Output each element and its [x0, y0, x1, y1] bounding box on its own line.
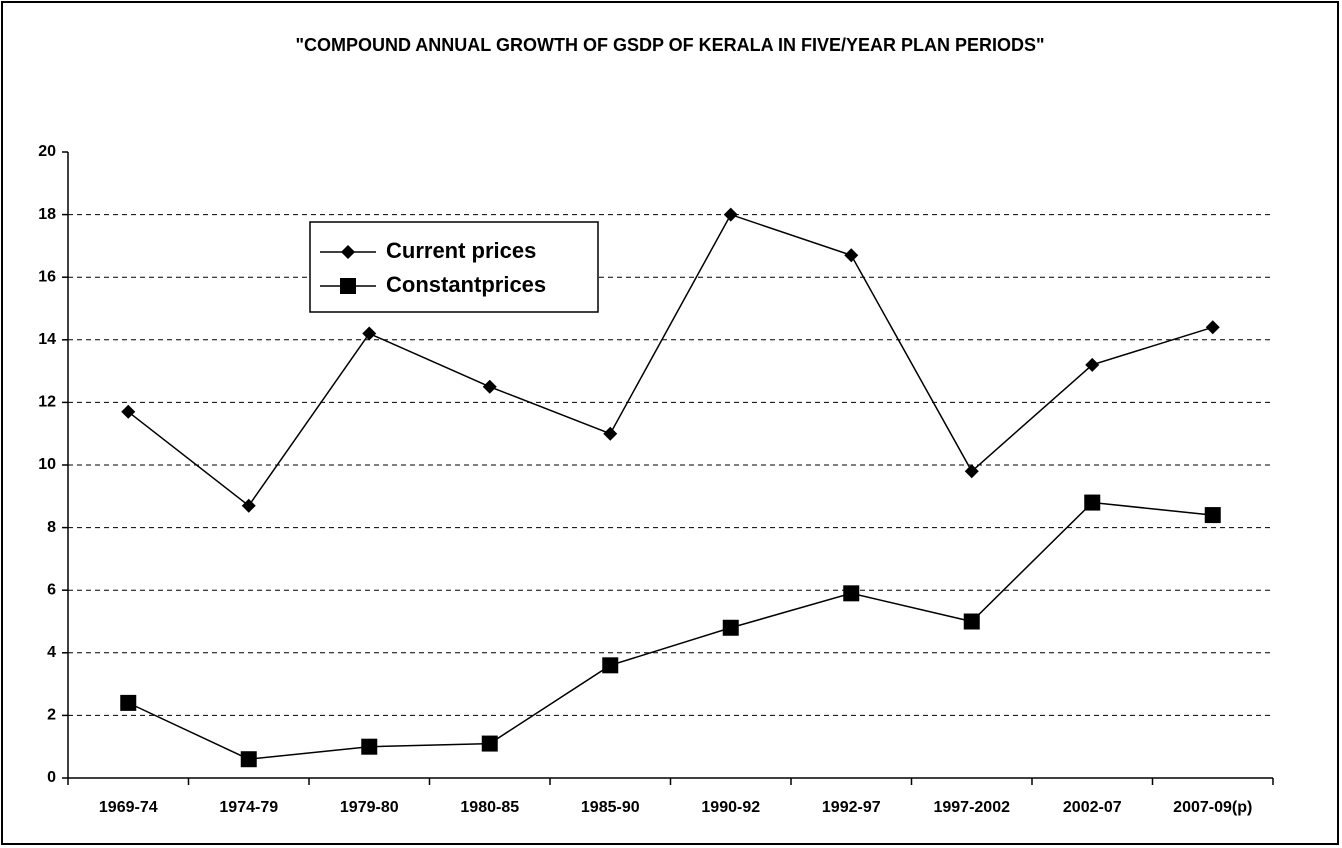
y-tick-label: 20	[38, 143, 56, 160]
marker	[362, 326, 377, 341]
marker	[1084, 494, 1101, 511]
legend-marker	[341, 245, 355, 259]
y-tick-label: 18	[38, 206, 56, 223]
marker	[1204, 507, 1221, 524]
marker	[603, 426, 618, 441]
marker	[844, 248, 859, 263]
x-tick-label: 1985-90	[581, 799, 640, 816]
y-tick-label: 10	[38, 456, 56, 473]
x-tick-label: 1992-97	[822, 799, 881, 816]
legend-label: Current prices	[386, 238, 536, 263]
marker	[602, 657, 619, 674]
y-tick-label: 12	[38, 394, 56, 411]
x-tick-label: 1979-80	[340, 799, 399, 816]
marker	[482, 379, 497, 394]
series-line	[127, 213, 1213, 507]
marker	[481, 735, 498, 752]
marker	[722, 619, 739, 636]
x-tick-label: 1969-74	[99, 799, 158, 816]
y-tick-label: 8	[47, 519, 56, 536]
series-line	[127, 501, 1213, 760]
marker	[843, 585, 860, 602]
marker	[1205, 320, 1220, 335]
x-tick-label: 1990-92	[701, 799, 760, 816]
y-tick-label: 6	[47, 581, 56, 598]
marker	[1085, 357, 1100, 372]
y-tick-label: 14	[38, 331, 56, 348]
x-tick-label: 1974-79	[219, 799, 278, 816]
marker	[241, 498, 256, 513]
y-tick-label: 2	[47, 707, 56, 724]
y-tick-label: 0	[47, 769, 56, 786]
marker	[723, 207, 738, 222]
chart-title: "COMPOUND ANNUAL GROWTH OF GSDP OF KERAL…	[295, 35, 1044, 55]
x-tick-label: 1980-85	[460, 799, 519, 816]
legend-label: Constantprices	[386, 272, 546, 297]
legend-marker	[340, 278, 356, 294]
marker	[361, 738, 378, 755]
x-tick-label: 2007-09(p)	[1173, 799, 1252, 816]
marker	[964, 464, 979, 479]
x-tick-label: 1997-2002	[933, 799, 1010, 816]
marker	[963, 613, 980, 630]
y-tick-label: 4	[47, 644, 56, 661]
marker	[121, 404, 136, 419]
marker	[240, 751, 257, 768]
x-tick-label: 2002-07	[1063, 799, 1122, 816]
y-tick-label: 16	[38, 268, 56, 285]
legend-box	[309, 221, 599, 313]
marker	[120, 694, 137, 711]
